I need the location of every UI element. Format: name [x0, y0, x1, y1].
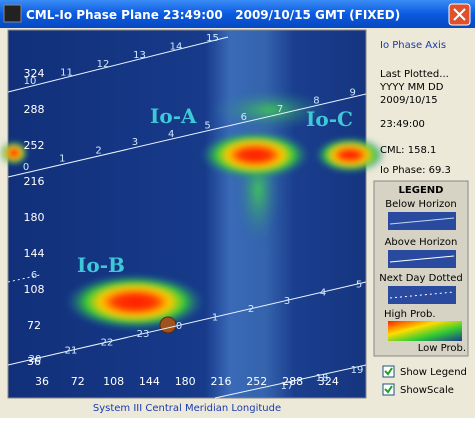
- trace-label: 3: [284, 296, 290, 307]
- trace-label: 1: [212, 313, 218, 324]
- trace-label: 4: [320, 288, 326, 299]
- y-tick-label: 216: [24, 175, 45, 188]
- trace-label: 10: [24, 76, 37, 87]
- probability-scale: [388, 321, 462, 341]
- y-tick-label: 252: [24, 139, 45, 152]
- trace-label: 21: [65, 346, 78, 357]
- trace-label: 5: [356, 279, 362, 290]
- y-tick-label: 324: [24, 67, 45, 80]
- trace-label: 11: [60, 67, 73, 78]
- trace-label: 22: [101, 337, 114, 348]
- checkbox[interactable]: Show Legend: [382, 365, 467, 378]
- x-tick-label: 108: [103, 375, 124, 388]
- region-label: Io-C: [306, 107, 353, 131]
- x-axis-title: System III Central Meridian Longitude: [93, 403, 281, 414]
- checkbox-label: ShowScale: [400, 385, 454, 396]
- trace-line: [7, 93, 367, 178]
- trace-label: 2: [248, 304, 254, 315]
- trace-label: 14: [170, 42, 183, 53]
- trace-label: 6: [241, 112, 247, 123]
- panel-text: 2009/10/15: [380, 95, 438, 106]
- window-title: CML-Io Phase Plane 23:49:00 2009/10/15 G…: [26, 8, 400, 22]
- trace-label: 23: [137, 329, 150, 340]
- trace-label: 3: [132, 137, 138, 148]
- panel-text: 23:49:00: [380, 119, 425, 130]
- trace-label: 0: [176, 321, 182, 332]
- heatmap: [0, 90, 385, 330]
- panel-heading: Io Phase Axis: [380, 40, 446, 51]
- info-panel: Io Phase Axis Last Plotted... YYYY MM DD…: [379, 40, 451, 176]
- x-tick-label: 36: [35, 375, 49, 388]
- legend: LEGEND Below Horizon Above Horizon Next …: [373, 180, 469, 357]
- y-tick-label: 288: [24, 103, 45, 116]
- trace-label: 4: [168, 129, 174, 140]
- app-icon: [3, 4, 22, 23]
- panel-text: Io Phase: 69.3: [380, 165, 451, 176]
- trace-label: 9: [350, 87, 356, 98]
- trace-label: 6: [31, 270, 37, 281]
- legend-text: High Prob.: [384, 309, 436, 320]
- legend-title: LEGEND: [399, 185, 444, 196]
- y-tick-label: 144: [24, 247, 45, 260]
- jupiter-marker: [159, 316, 177, 334]
- legend-text: Low Prob.: [418, 343, 466, 354]
- trace-label: 18: [316, 373, 329, 384]
- trace-label: 1: [59, 154, 65, 165]
- title-bar: [0, 0, 475, 28]
- panel-text: YYYY MM DD: [379, 82, 444, 93]
- x-tick-label: 252: [246, 375, 267, 388]
- checkbox-label: Show Legend: [400, 367, 467, 378]
- trace-label: 8: [313, 96, 319, 107]
- legend-text: Below Horizon: [385, 199, 457, 210]
- plot-area: Io-A Io-B Io-C 1011121314150123456789202…: [0, 29, 385, 399]
- checkbox[interactable]: ShowScale: [382, 383, 454, 396]
- trace-line: [7, 274, 41, 283]
- legend-swatch: [388, 286, 456, 304]
- region-label: Io-B: [77, 253, 125, 277]
- trace-label: 0: [23, 162, 29, 173]
- legend-text: Next Day Dotted: [379, 273, 463, 284]
- y-tick-label: 72: [27, 319, 41, 332]
- trace-label: 20: [29, 354, 42, 365]
- y-tick-label: 180: [24, 211, 45, 224]
- trace-label: 17: [281, 381, 294, 392]
- x-tick-label: 216: [211, 375, 232, 388]
- x-tick-label: 180: [175, 375, 196, 388]
- trace-line: [7, 36, 229, 93]
- trace-label: 12: [97, 59, 110, 70]
- close-button[interactable]: [448, 3, 471, 26]
- panel-text: Last Plotted...: [380, 69, 449, 80]
- legend-text: Above Horizon: [385, 237, 458, 248]
- trace-label: 13: [133, 50, 146, 61]
- trace-line: [7, 281, 367, 366]
- y-tick-label: 36: [27, 355, 41, 368]
- trace-label: 15: [206, 33, 219, 44]
- y-tick-label: 108: [24, 283, 45, 296]
- trace-label: 7: [277, 104, 283, 115]
- region-label: Io-A: [150, 104, 197, 128]
- x-tick-label: 324: [318, 375, 339, 388]
- trace-label: 19: [351, 365, 364, 376]
- x-tick-label: 144: [139, 375, 160, 388]
- trace-label: 2: [95, 145, 101, 156]
- x-tick-label: 72: [71, 375, 85, 388]
- trace-label: 5: [204, 121, 210, 132]
- panel-text: CML: 158.1: [380, 145, 436, 156]
- trace-line: [214, 364, 367, 399]
- x-tick-label: 288: [282, 375, 303, 388]
